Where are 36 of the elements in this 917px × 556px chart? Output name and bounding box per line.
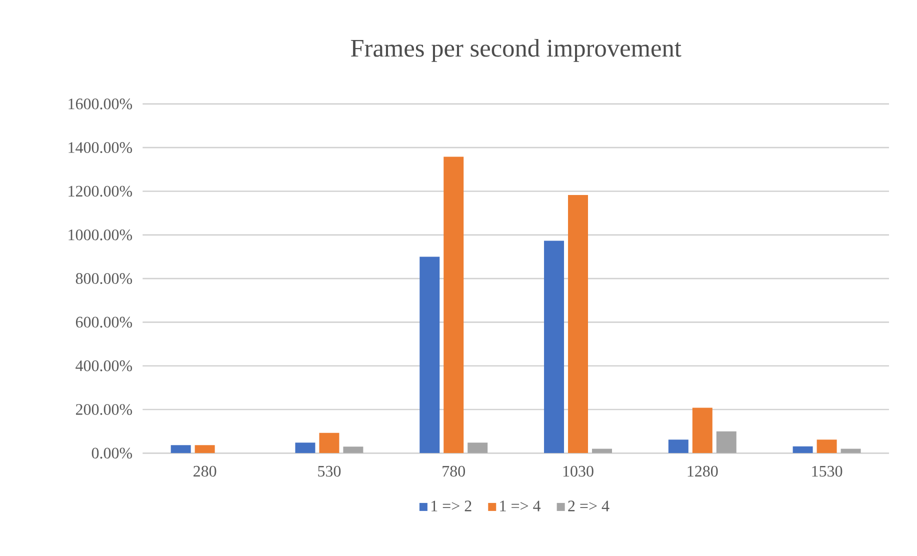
x-tick-label: 280 (194, 466, 216, 477)
y-tick-label: 600.00% (76, 316, 132, 328)
x-tick-label: 1530 (812, 466, 842, 477)
chart-title: Frames per second improvement (350, 39, 682, 62)
y-tick-label: 800.00% (76, 273, 132, 284)
y-tick-label: 1000.00% (68, 230, 132, 240)
y-tick-label: 400.00% (76, 360, 132, 372)
bar (592, 448, 612, 454)
bar (444, 156, 464, 454)
bar (792, 446, 813, 454)
bar (716, 431, 736, 454)
bar (468, 442, 488, 454)
bar (420, 256, 440, 454)
y-tick-label: 1400.00% (68, 142, 132, 154)
y-tick-label: 200.00% (76, 404, 132, 416)
y-tick-label: 0.00% (92, 448, 132, 459)
y-tick-label: 1600.00% (68, 98, 132, 110)
bar (692, 408, 712, 454)
bar (170, 445, 191, 454)
legend-label: 1 => 4 (500, 500, 541, 512)
y-tick-label: 1200.00% (68, 186, 132, 197)
x-tick-label: 530 (318, 466, 341, 477)
legend-label: 1 => 2 (432, 500, 472, 512)
legend-label: 2 => 4 (568, 500, 610, 512)
bar (840, 448, 861, 454)
bar (568, 195, 588, 454)
bar (295, 442, 316, 454)
x-tick-label: 1280 (688, 466, 718, 477)
bar (319, 432, 340, 454)
x-tick-label: 1030 (563, 466, 594, 477)
bar (194, 445, 215, 454)
x-tick-label: 780 (442, 466, 465, 477)
bar (816, 440, 837, 454)
bar (668, 440, 688, 454)
bar (544, 240, 564, 454)
bar (343, 446, 364, 454)
